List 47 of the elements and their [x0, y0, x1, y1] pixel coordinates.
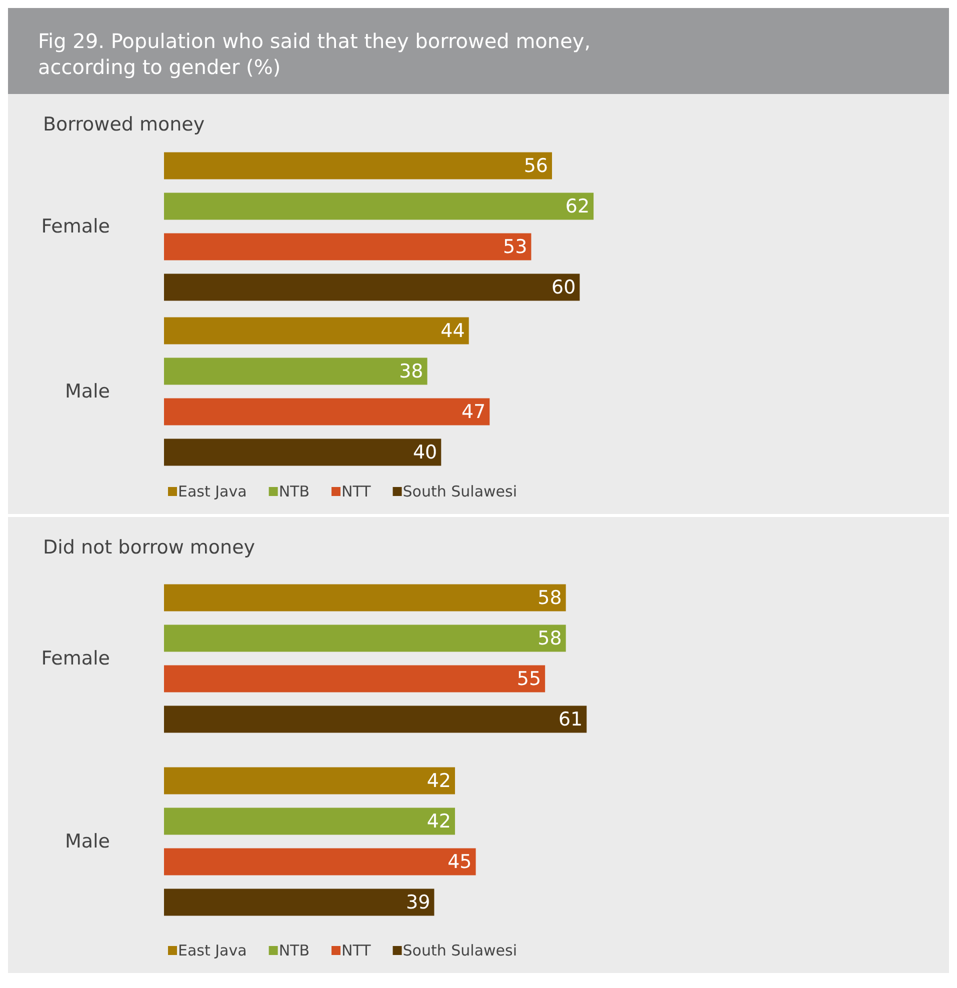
chart-subtitle: Did not borrow money: [43, 536, 256, 558]
bar: [164, 706, 587, 733]
legend-label: NTT: [341, 942, 372, 960]
legend-label: South Sulawesi: [402, 942, 518, 960]
data-label: 61: [558, 708, 583, 730]
data-label: 38: [399, 360, 424, 382]
data-label: 45: [448, 850, 472, 873]
legend-label: NTT: [341, 482, 372, 500]
legend-label: South Sulawesi: [402, 482, 518, 500]
data-label: 58: [538, 627, 562, 650]
data-label: 40: [412, 441, 438, 464]
bar: [164, 848, 476, 876]
bar: [164, 317, 469, 344]
data-label: 47: [461, 400, 486, 423]
bar: [164, 398, 490, 426]
chart-subtitle: Borrowed money: [43, 114, 205, 136]
y-tick-label: Male: [64, 380, 110, 402]
bar: [164, 233, 532, 260]
data-label: 55: [516, 668, 542, 690]
bar: [164, 152, 552, 180]
data-label: 42: [426, 810, 451, 832]
data-label: 62: [565, 195, 590, 218]
data-label: 39: [406, 891, 430, 914]
bar: [164, 438, 442, 466]
legend-label: NTB: [278, 942, 310, 960]
legend-label: NTB: [278, 482, 310, 500]
bar: [164, 358, 428, 385]
y-tick-label: Female: [41, 648, 110, 670]
legend-label: East Java: [178, 482, 247, 500]
y-tick-label: Male: [64, 830, 110, 852]
chart-title: Fig 29. Population who said that they borrowed money, according to gender (%): [8, 8, 949, 94]
bar: [164, 888, 434, 916]
data-label: 56: [524, 154, 548, 177]
data-label: 53: [503, 236, 528, 258]
bar: [164, 665, 546, 692]
data-label: 42: [426, 770, 451, 792]
bar: [164, 624, 566, 652]
data-label: 60: [552, 276, 576, 298]
data-label: 58: [538, 586, 562, 609]
bar: [164, 274, 580, 301]
bar: [164, 767, 455, 794]
legend-label: East Java: [178, 942, 247, 960]
bar: [164, 584, 566, 612]
data-label: 44: [440, 320, 465, 342]
y-tick-label: Female: [41, 216, 110, 238]
bar: [164, 808, 455, 835]
bar: [164, 192, 594, 220]
